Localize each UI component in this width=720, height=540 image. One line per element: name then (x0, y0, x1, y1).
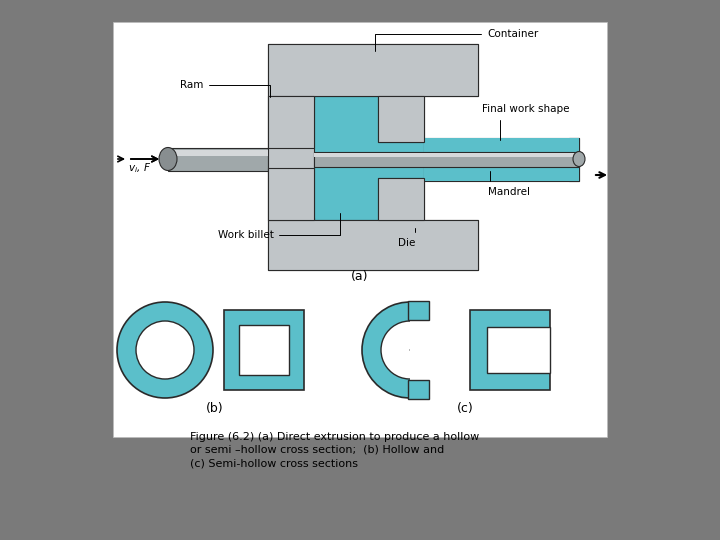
Bar (239, 325, 289, 375)
Bar (314, 96, 424, 220)
Bar (378, 96, 424, 142)
Text: Container: Container (375, 29, 539, 51)
Bar (314, 152, 579, 167)
Text: (b): (b) (206, 402, 224, 415)
Ellipse shape (159, 147, 177, 171)
Bar (113, 22, 607, 437)
Bar (268, 44, 478, 96)
Bar (408, 380, 429, 399)
Bar (378, 96, 424, 142)
Text: Mandrel: Mandrel (488, 171, 530, 197)
Bar (470, 310, 550, 390)
Bar (569, 138, 579, 181)
Bar (408, 301, 429, 320)
Bar (424, 148, 574, 171)
Bar (424, 138, 579, 181)
Bar (168, 150, 268, 156)
Circle shape (136, 321, 194, 379)
Bar (378, 178, 424, 220)
Bar (268, 96, 314, 148)
Text: Die: Die (398, 228, 415, 248)
Bar (268, 220, 478, 270)
Bar (410, 300, 465, 400)
Bar (314, 100, 378, 218)
Bar (268, 44, 478, 96)
Bar (378, 178, 424, 220)
Bar (268, 220, 478, 270)
Wedge shape (381, 321, 432, 379)
Text: (c): (c) (456, 402, 473, 415)
Bar (314, 153, 579, 157)
Bar (378, 142, 424, 178)
Text: $v_i$, F: $v_i$, F (128, 161, 151, 175)
Bar (268, 96, 314, 220)
Circle shape (117, 302, 213, 398)
Text: Figure (6.2) (a) Direct extrusion to produce a hollow: Figure (6.2) (a) Direct extrusion to pro… (190, 432, 480, 442)
Bar (487, 327, 550, 373)
Bar (424, 138, 579, 152)
Ellipse shape (573, 152, 585, 166)
Text: (a): (a) (351, 270, 369, 283)
Text: Final work shape: Final work shape (482, 104, 570, 140)
Text: Ram: Ram (180, 80, 270, 97)
Bar (224, 310, 304, 390)
Wedge shape (362, 302, 444, 398)
Bar (268, 168, 314, 220)
Bar (168, 148, 268, 171)
Bar (424, 167, 579, 181)
Text: or semi –hollow cross section;  (b) Hollow and: or semi –hollow cross section; (b) Hollo… (190, 445, 444, 455)
Text: (c) Semi-hollow cross sections: (c) Semi-hollow cross sections (190, 458, 358, 468)
Text: Work billet: Work billet (218, 213, 340, 240)
Bar (268, 96, 314, 220)
